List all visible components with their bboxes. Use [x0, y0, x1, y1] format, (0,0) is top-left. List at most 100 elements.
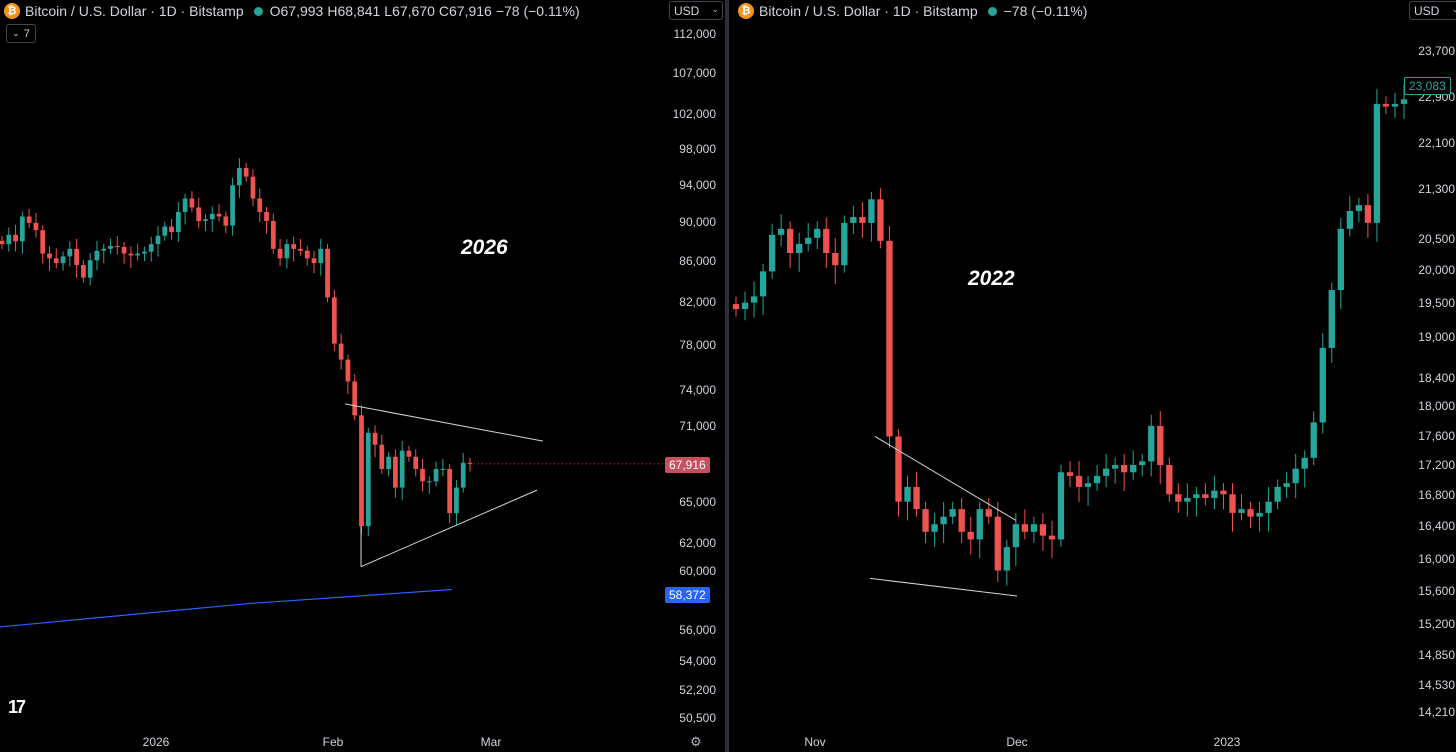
price-axis-tick: 20,000 — [1418, 263, 1455, 277]
last-price-tag: 23,083 — [1404, 77, 1451, 95]
candle-body — [338, 343, 344, 360]
candle-body — [1382, 103, 1390, 107]
moving-average-line — [0, 588, 453, 628]
candle-body — [913, 486, 920, 510]
candle-body — [732, 304, 740, 310]
candle-body — [13, 234, 18, 242]
chevron-down-icon: ⌄ — [12, 28, 20, 38]
candle-body — [1265, 501, 1272, 513]
candle-body — [114, 246, 120, 248]
settings-gear-icon[interactable]: ⚙ — [690, 734, 702, 749]
candle-body — [440, 468, 446, 470]
candlestick-chart-2022[interactable] — [729, 0, 1456, 752]
candle-body — [958, 509, 965, 532]
candle-body — [433, 468, 439, 482]
candle-body — [1256, 512, 1263, 517]
price-axis-tick: 71,000 — [679, 419, 716, 433]
currency-select[interactable]: USD ⌄ — [669, 1, 723, 20]
price-axis-tick: 23,700 — [1418, 44, 1455, 58]
ohlc-low: L67,670 — [384, 3, 435, 19]
candle-body — [277, 248, 283, 259]
chevron-down-icon: ⌄ — [711, 4, 719, 14]
candle-body — [1364, 205, 1372, 223]
candle-body — [1166, 465, 1173, 495]
candle-body — [142, 251, 147, 254]
candle-body — [121, 246, 127, 254]
candle-body — [1238, 509, 1245, 513]
time-label-feb: Feb — [322, 735, 344, 749]
candle-body — [1130, 465, 1137, 473]
candle-body — [6, 234, 12, 245]
support-trendline — [869, 577, 1018, 597]
candle-body — [1048, 535, 1056, 540]
resistance-trendline — [874, 436, 1017, 521]
indicators-toggle[interactable]: ⌄ 7 — [6, 24, 36, 43]
price-axis-tick: 19,500 — [1418, 296, 1455, 310]
candle-body — [877, 199, 884, 241]
candlestick-chart-2026[interactable] — [0, 0, 725, 752]
candle-body — [1301, 457, 1308, 469]
price-axis-tick: 16,000 — [1418, 552, 1455, 566]
bitcoin-icon: ₿ — [4, 3, 20, 19]
candle-body — [886, 240, 893, 437]
price-change: −78 (−0.11%) — [1003, 3, 1088, 19]
candle-body — [87, 260, 93, 278]
candle-body — [94, 250, 100, 261]
candle-body — [108, 246, 113, 249]
last-price-tag: 67,916 — [665, 457, 710, 473]
currency-select[interactable]: USD ⌄ — [1409, 1, 1456, 20]
candle-body — [318, 248, 324, 264]
support-trendline — [360, 489, 538, 568]
candle-body — [1102, 468, 1110, 476]
candle-body — [1184, 497, 1191, 502]
candle-body — [406, 450, 412, 457]
time-label-2026: 2026 — [142, 735, 170, 749]
price-axis-tick: 62,000 — [679, 536, 716, 550]
price-axis-tick: 98,000 — [679, 142, 716, 156]
candle-body — [467, 462, 473, 464]
candle-body — [1093, 475, 1101, 484]
candle-body — [967, 531, 974, 540]
price-axis-tick: 112,000 — [673, 27, 717, 41]
candle-body — [1274, 486, 1281, 502]
candle-body — [426, 481, 432, 483]
candle-body — [868, 199, 875, 223]
currency-label: USD — [674, 3, 700, 18]
chart-pane-2026[interactable]: ₿ Bitcoin / U.S. Dollar · 1D · Bitstamp … — [0, 0, 725, 752]
candle-body — [359, 415, 364, 527]
candle-body — [60, 256, 66, 264]
candle-body — [994, 516, 1001, 571]
symbol-title[interactable]: Bitcoin / U.S. Dollar · 1D · Bitstamp — [759, 3, 978, 19]
candle-body — [1039, 524, 1047, 536]
price-axis-tick: 22,100 — [1418, 136, 1455, 150]
candle-body — [1075, 475, 1083, 487]
candle-body — [372, 432, 378, 445]
candle-body — [101, 248, 107, 251]
symbol-title[interactable]: Bitcoin / U.S. Dollar · 1D · Bitstamp — [25, 3, 244, 19]
candle-body — [895, 436, 902, 502]
candle-body — [976, 509, 983, 540]
candle-body — [26, 216, 32, 223]
ohlc-high: H68,841 — [327, 3, 381, 19]
time-label-nov: Nov — [804, 735, 826, 749]
pane-divider[interactable] — [725, 0, 729, 752]
symbol-legend[interactable]: ₿ Bitcoin / U.S. Dollar · 1D · Bitstamp … — [4, 2, 580, 20]
candle-body — [291, 244, 297, 249]
candle-body — [1157, 425, 1164, 466]
candle-body — [1373, 103, 1381, 223]
year-annotation: 2026 — [461, 236, 508, 259]
price-axis-tick: 74,000 — [679, 383, 716, 397]
candle-body — [331, 297, 337, 344]
candle-body — [741, 302, 749, 310]
indicators-count: 7 — [23, 27, 30, 40]
price-axis-tick: 19,000 — [1418, 330, 1455, 344]
chart-pane-2022[interactable]: ₿ Bitcoin / U.S. Dollar · 1D · Bitstamp … — [729, 0, 1456, 752]
candle-body — [237, 168, 242, 186]
candle-body — [379, 444, 385, 469]
candle-body — [189, 198, 195, 208]
symbol-legend[interactable]: ₿ Bitcoin / U.S. Dollar · 1D · Bitstamp … — [738, 2, 1087, 20]
candle-body — [759, 271, 767, 297]
candle-body — [270, 221, 276, 249]
tradingview-logo-icon[interactable]: 17 — [8, 697, 26, 717]
price-axis-tick: 90,000 — [679, 215, 716, 229]
